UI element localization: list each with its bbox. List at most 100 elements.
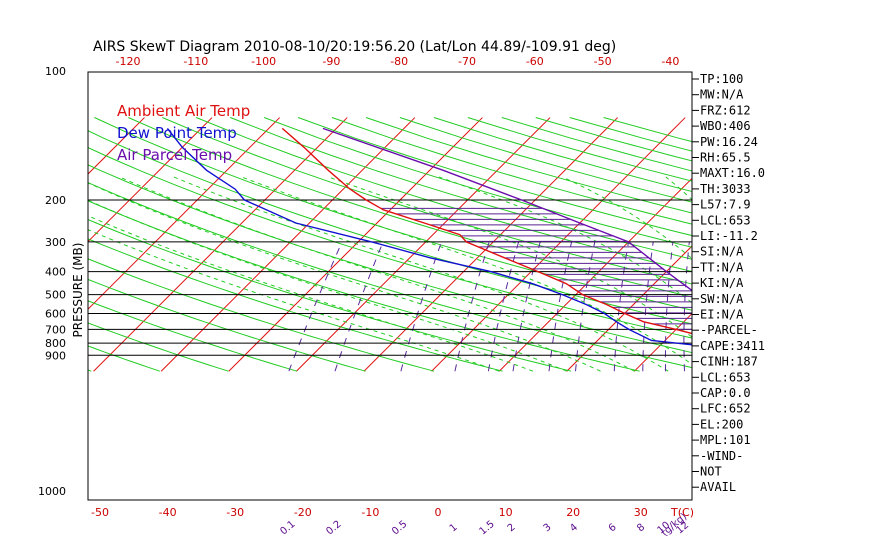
pressure-tick-label: 800 xyxy=(45,337,66,350)
dry-adiabat-line xyxy=(94,117,692,311)
index-label: RH:65.5 xyxy=(700,151,751,165)
mixing-ratio-tick: 2 xyxy=(506,522,518,535)
plot-border xyxy=(87,71,693,501)
mixing-ratio-line xyxy=(804,242,818,371)
moist-adiabat-line xyxy=(328,176,692,338)
mixing-ratio-tick: 1 xyxy=(448,522,460,535)
isotherm-line xyxy=(88,117,213,243)
dry-adiabat-line xyxy=(88,164,692,354)
isotherm-line xyxy=(837,118,870,372)
index-label: KI:N/A xyxy=(700,276,744,290)
dry-adiabat-line xyxy=(230,117,692,260)
dry-adiabat-line xyxy=(365,117,692,214)
mixing-ratio-tick: 3 xyxy=(542,522,554,535)
index-label: -PARCEL- xyxy=(700,323,758,337)
index-label: WBO:406 xyxy=(700,119,751,133)
dry-adiabat-line xyxy=(0,118,23,372)
pressure-tick-label: 200 xyxy=(45,194,66,207)
pressure-tick-label: 600 xyxy=(45,307,66,320)
mixing-ratio-line xyxy=(454,241,490,372)
dry-adiabat-line xyxy=(88,345,160,372)
mixing-ratio-line xyxy=(512,241,541,372)
dry-adiabat-line xyxy=(88,200,640,372)
isotherm-line xyxy=(770,118,870,372)
chart-title: AIRS SkewT Diagram 2010-08-10/20:19:56.2… xyxy=(93,39,616,55)
mixing-ratio-tick: 6 xyxy=(607,522,619,535)
legend-item: Dew Point Temp xyxy=(117,124,237,142)
temp-tick-bottom: -40 xyxy=(159,506,177,519)
parcel-temp-line xyxy=(322,127,692,292)
pressure-tick-label: 100 xyxy=(45,65,66,78)
mixing-ratio-line xyxy=(334,241,384,372)
isotherm-line xyxy=(88,117,281,310)
temp-tick-top: -70 xyxy=(458,55,476,68)
pressure-tick-label: 400 xyxy=(45,266,66,279)
mixing-ratio-line xyxy=(575,241,596,372)
temp-tick-top: -50 xyxy=(594,55,612,68)
mixing-ratio-tick: 0.5 xyxy=(390,519,409,538)
dry-adiabat-line xyxy=(88,300,298,372)
y-axis-label: PRESSURE (MB) xyxy=(71,243,85,338)
mixing-ratio-tick: 0.2 xyxy=(324,519,343,538)
dry-adiabat-line xyxy=(128,117,692,298)
temp-tick-top: -110 xyxy=(183,55,208,68)
dry-adiabat-line xyxy=(88,238,503,372)
index-label: CAPE:3411 xyxy=(700,339,765,353)
index-label: EI:N/A xyxy=(700,308,744,322)
mixing-ratio-tick: 8 xyxy=(635,522,647,535)
index-label: LCL:653 xyxy=(700,370,751,384)
index-label: TT:N/A xyxy=(700,260,744,274)
ambient-temp-line xyxy=(281,127,692,335)
dry-adiabat-line xyxy=(162,117,692,285)
dry-adiabat-line xyxy=(88,130,692,325)
mixing-ratio-tick: 4 xyxy=(568,522,580,535)
pressure-tick-label: 700 xyxy=(45,323,66,336)
series-layer xyxy=(166,127,692,346)
index-label: MPL:101 xyxy=(700,433,751,447)
index-label: TH:3033 xyxy=(700,182,751,196)
moist-adiabat-line xyxy=(88,199,567,372)
x-axis-label: T(C) xyxy=(670,506,694,519)
index-label: NOT xyxy=(700,465,722,479)
mixing-ratio-line xyxy=(683,241,690,372)
legend-item: Ambient Air Temp xyxy=(117,102,250,120)
index-label: LCL:653 xyxy=(700,213,751,227)
index-label: FRZ:612 xyxy=(700,103,751,117)
moist-adiabat-line xyxy=(438,176,692,304)
moist-adiabat-line xyxy=(88,215,534,372)
mixing-ratio-line xyxy=(613,241,629,372)
background-lines xyxy=(0,117,870,372)
legend: Ambient Air Temp Dew Point Temp Air Parcel… xyxy=(117,102,250,164)
temp-tick-bottom: 30 xyxy=(634,506,648,519)
pressure-tick-label: 500 xyxy=(45,289,66,302)
index-label: TP:100 xyxy=(700,72,743,86)
dry-adiabat-line xyxy=(88,218,572,372)
pressure-tick-label: 900 xyxy=(45,349,66,362)
index-label: -WIND- xyxy=(700,449,743,463)
temp-tick-top: -80 xyxy=(390,55,408,68)
index-label: SW:N/A xyxy=(700,292,744,306)
dew-point-line xyxy=(166,127,692,346)
mixing-ratio-line xyxy=(664,241,674,372)
mixing-ratio-line xyxy=(642,241,654,372)
index-label: AVAIL xyxy=(700,480,736,494)
index-label: LI:-11.2 xyxy=(700,229,758,243)
temp-tick-bottom: -10 xyxy=(361,506,379,519)
mixing-ratio-tick: 1.5 xyxy=(478,519,497,538)
temp-tick-top: -60 xyxy=(526,55,544,68)
legend-item: Air Parcel Temp xyxy=(117,146,232,164)
index-label: PW:16.24 xyxy=(700,135,758,149)
temp-tick-bottom: -50 xyxy=(91,506,109,519)
temp-tick-top: -40 xyxy=(661,55,679,68)
index-label: MAXT:16.0 xyxy=(700,166,765,180)
mixing-ratio-tick: 0.1 xyxy=(278,519,297,538)
dry-adiabat-line xyxy=(196,117,692,272)
pressure-tick-label: 1000 xyxy=(38,485,66,498)
dry-adiabat-line xyxy=(433,117,692,193)
dry-adiabat-line xyxy=(88,278,366,372)
index-label: CAP:0.0 xyxy=(700,386,751,400)
mixing-ratio-line xyxy=(776,242,785,371)
temp-tick-bottom: 20 xyxy=(566,506,580,519)
